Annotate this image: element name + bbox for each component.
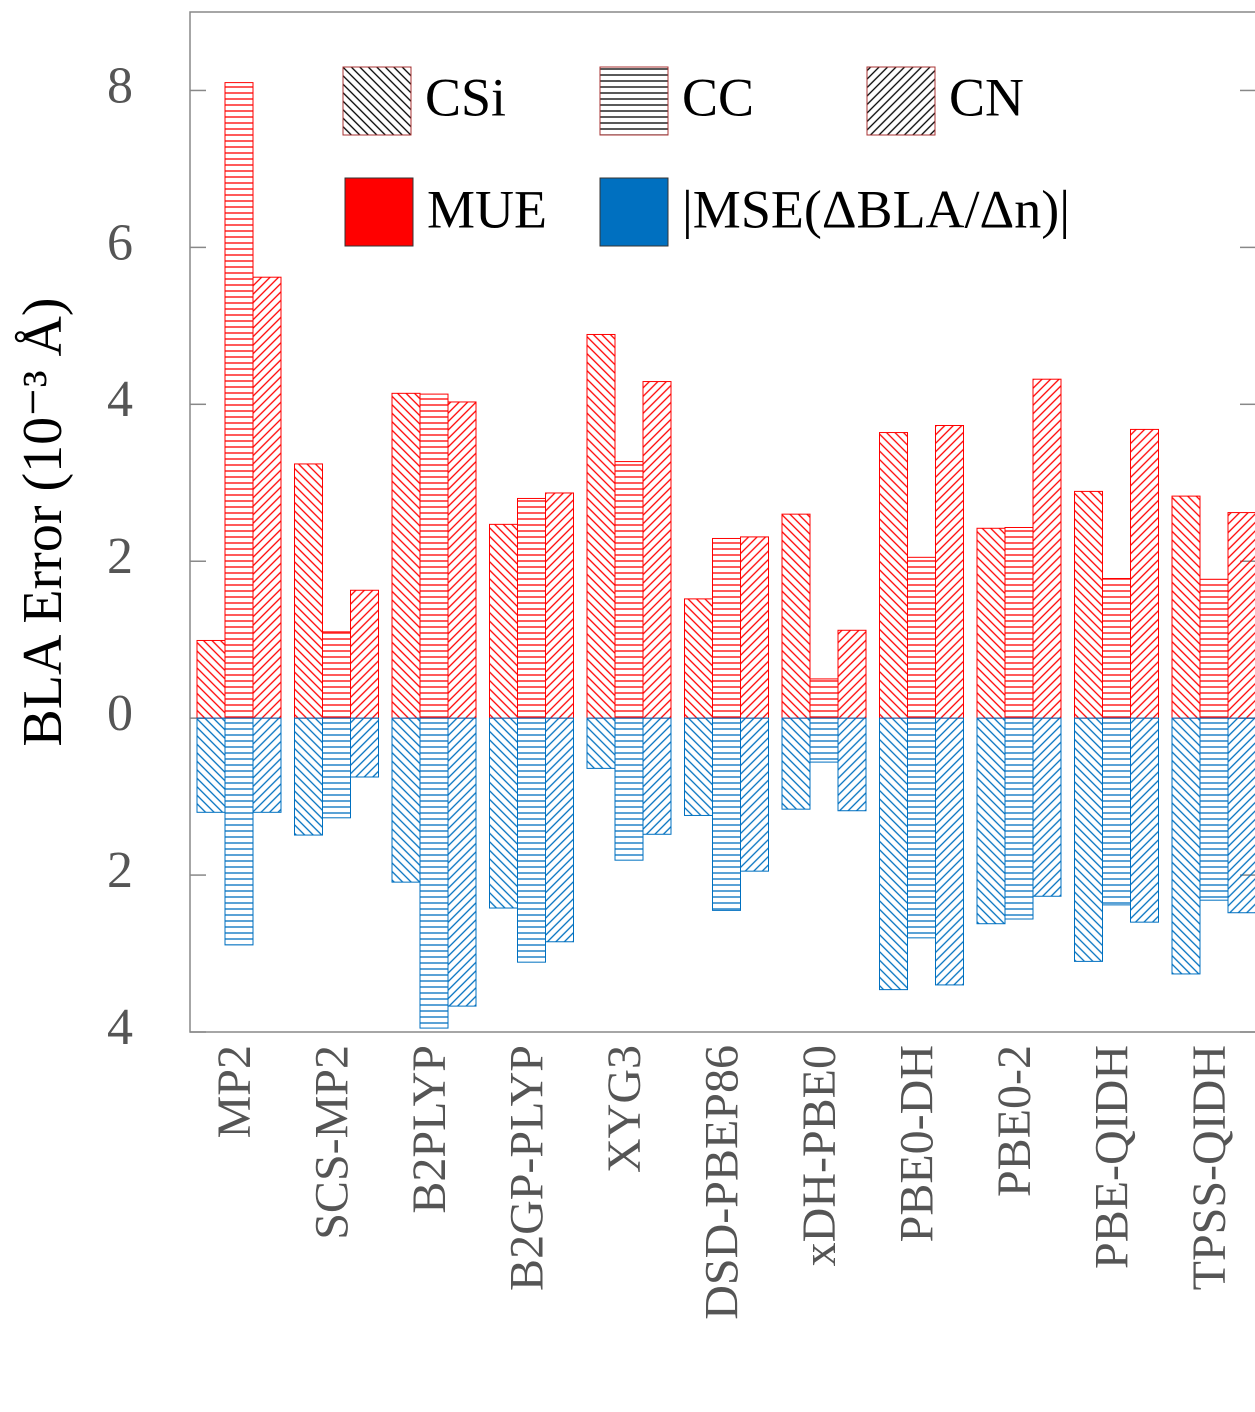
bar [586, 717, 616, 769]
legend-label: CSi [425, 67, 506, 127]
bar [837, 629, 867, 719]
bar [879, 432, 908, 719]
bar [196, 717, 226, 813]
bar [350, 589, 379, 719]
bar [545, 492, 574, 719]
bar [447, 401, 477, 719]
bar [740, 536, 769, 719]
y-tick-label: 4 [107, 999, 133, 1056]
bar [809, 678, 839, 719]
legend-swatch [344, 177, 414, 247]
bar [586, 333, 616, 719]
bar [489, 523, 518, 719]
bar [391, 392, 421, 719]
bar [419, 393, 449, 719]
y-tick-label: 4 [107, 371, 133, 428]
x-tick-label: B2PLYP [403, 1045, 456, 1214]
bar [1171, 495, 1201, 719]
bar [1199, 578, 1229, 719]
bar [837, 717, 867, 812]
bar [1004, 717, 1034, 920]
legend-label: MUE [427, 179, 547, 239]
y-tick-label: 6 [107, 214, 133, 271]
bar [517, 717, 546, 963]
x-tick-label: DSD-PBEP86 [696, 1045, 749, 1320]
x-tick-label: xDH-PBE0 [793, 1045, 846, 1266]
bar [879, 717, 908, 991]
x-tick-label: XYG3 [598, 1045, 651, 1173]
bar [1199, 717, 1229, 901]
x-tick-label: SCS-MP2 [306, 1045, 359, 1240]
bar [252, 276, 282, 719]
legend-label: CN [949, 67, 1024, 127]
bar [1004, 526, 1034, 719]
bar [517, 497, 546, 719]
bar [809, 717, 839, 763]
bar [1227, 512, 1255, 719]
bar [642, 717, 672, 835]
bar [1130, 717, 1159, 923]
legend-swatch [342, 66, 412, 136]
bar [907, 556, 936, 719]
bar [712, 537, 741, 719]
bar [935, 424, 964, 719]
bar [781, 717, 811, 810]
y-axis-label: BLA Error (10⁻³ Å) [12, 297, 74, 746]
bar [976, 527, 1006, 719]
bar [224, 717, 254, 946]
bar [684, 598, 713, 719]
bar [907, 717, 936, 939]
bar [294, 717, 323, 836]
bar [1171, 717, 1201, 975]
y-tick-label: 2 [107, 842, 133, 899]
bar [1130, 428, 1159, 719]
bar [1227, 717, 1255, 914]
x-tick-label: PBE0-DH [891, 1045, 944, 1242]
bar [545, 717, 574, 943]
legend-swatch [599, 66, 669, 136]
bar [781, 513, 811, 719]
bar [350, 717, 379, 778]
bar [642, 381, 672, 719]
x-tick-label: B2GP-PLYP [501, 1045, 554, 1291]
bar [1032, 717, 1062, 897]
bar [1032, 378, 1062, 719]
bar [224, 82, 254, 719]
bar [1102, 577, 1131, 719]
x-tick-label: PBE0-2 [988, 1045, 1041, 1197]
bar [322, 631, 351, 719]
legend-swatch [599, 177, 669, 247]
bar [1074, 717, 1103, 962]
bar [976, 717, 1006, 925]
x-tick-label: TPSS-QIDH [1183, 1045, 1236, 1290]
bar [294, 463, 323, 719]
y-tick-label: 8 [107, 57, 133, 114]
bar [614, 461, 644, 719]
bar [935, 717, 964, 986]
y-tick-label: 0 [107, 685, 133, 742]
bar [712, 717, 741, 911]
bar [447, 717, 477, 1007]
bar [740, 717, 769, 872]
bar [391, 717, 421, 883]
bar [1074, 490, 1103, 719]
legend-label: |MSE(ΔBLA/Δn)| [682, 179, 1070, 239]
bar [252, 717, 282, 813]
plot-frame [189, 11, 1255, 1033]
bar [1102, 717, 1131, 906]
bar [614, 717, 644, 861]
legend-label: CC [682, 67, 754, 127]
bar [419, 717, 449, 1029]
legend-swatch [866, 66, 936, 136]
y-tick-label: 2 [107, 528, 133, 585]
bar [489, 717, 518, 909]
x-tick-label: PBE-QIDH [1086, 1045, 1139, 1269]
x-tick-label: MP2 [208, 1045, 261, 1138]
bar [322, 717, 351, 819]
bar [684, 717, 713, 816]
bar [196, 639, 226, 719]
